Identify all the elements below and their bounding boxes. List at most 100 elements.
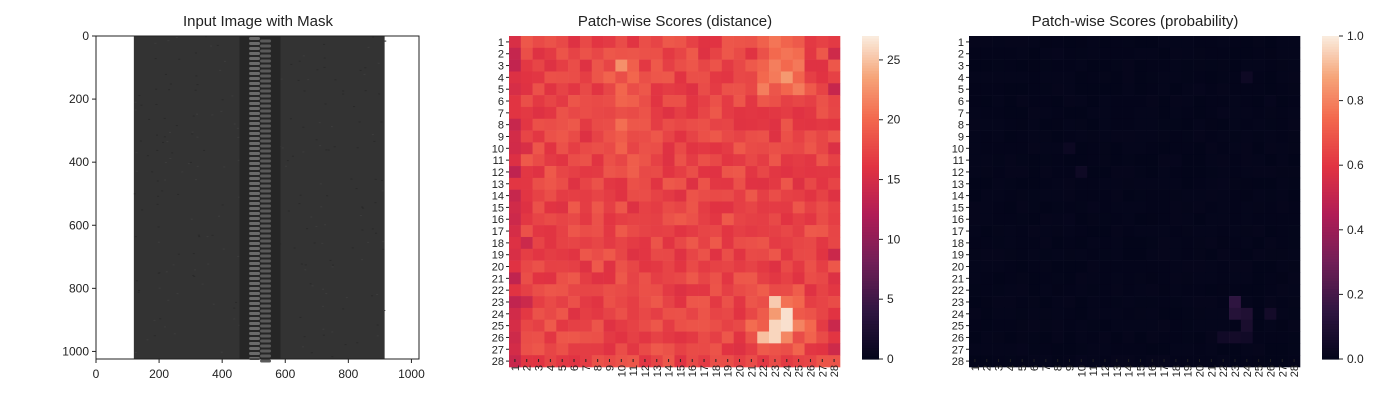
heatmap-cell [627,59,640,72]
heatmap-cell [591,130,604,143]
texture-speck [383,310,386,312]
heatmap-cell [1193,213,1206,226]
texture-speck [371,228,374,230]
heatmap-cell [1169,236,1183,250]
heatmap-cell [828,213,841,226]
heatmap-cell [579,154,593,167]
heatmap-cell [1205,130,1218,143]
colorbar-segment [1322,272,1339,277]
heatmap-cell [520,142,533,155]
heatmap-cell [969,272,982,285]
heatmap-cell [1240,225,1254,238]
texture-speck [190,218,193,220]
heatmap-cell [1110,36,1123,49]
x-tick-label: 15 [675,365,687,377]
y-tick-label: 3 [958,61,964,73]
heatmap-cell [1288,307,1301,321]
heatmap-cell [769,284,782,297]
heatmap-cell [1158,284,1171,297]
heatmap-cell [579,177,593,190]
heatmap-cell [1016,142,1029,155]
heatmap-cell [1134,296,1147,309]
heatmap-cell [757,59,770,72]
heatmap-cell [1087,260,1100,273]
heatmap-cell [603,248,616,261]
zipper-tooth [249,302,261,305]
heatmap-cell [745,236,758,250]
zipper-tooth [249,322,261,325]
colorbar-segment [1322,240,1339,244]
zipper-tooth [260,234,272,238]
texture-speck [302,346,305,348]
heatmap-cell [1169,154,1183,167]
heatmap-cell [1181,284,1194,297]
heatmap-cell [757,47,770,60]
heatmap-cell [828,166,841,179]
heatmap-cell [1087,331,1100,344]
heatmap-cell [828,142,841,155]
heatmap-cell [757,272,770,285]
heatmap-cell [639,118,652,131]
heatmap-cell [1205,189,1218,202]
heatmap-cell [568,201,581,214]
y-tick-label: 23 [492,297,504,309]
heatmap-cell [698,106,711,120]
texture-speck [155,88,158,90]
heatmap-cell [1004,201,1017,214]
colorbar-segment [862,329,879,333]
texture-speck [155,103,158,105]
heatmap-cell [1276,272,1289,285]
colorbar-segment [1322,356,1339,360]
heatmap-cell [1240,106,1254,120]
texture-speck [332,264,335,266]
heatmap-axes: 1234567891011121314151617181920212223242… [492,37,841,377]
heatmap-cell [1063,130,1076,143]
x-tick-label: 15 [1135,365,1147,377]
heatmap-cell [1169,36,1183,49]
heatmap-cell [1110,154,1123,167]
heatmap-cell [1063,319,1076,332]
zipper-tooth [249,192,261,195]
zipper-tooth [249,82,261,85]
heatmap-cell [1051,106,1064,120]
heatmap-cell [745,118,758,131]
heatmap-cell [969,284,982,297]
heatmap-cell [733,225,746,238]
heatmap-cell [568,142,581,155]
heatmap-cell [1205,154,1218,167]
heatmap-cell [1110,213,1123,226]
colorbar-segment [1322,267,1339,271]
texture-speck [171,152,174,154]
heatmap-cell [698,83,711,96]
colorbar-segment [862,95,879,99]
texture-speck [176,293,179,295]
texture-speck [381,179,384,181]
heatmap-cell [757,225,770,238]
heatmap-cell [1039,248,1053,261]
heatmap-cell [1051,260,1064,273]
heatmap-cell [1063,260,1076,273]
y-tick-label: 24 [492,309,504,321]
colorbar-segment [1322,229,1339,234]
colorbar-segment [1322,70,1339,75]
heatmap-cell [556,36,569,49]
heatmap-cell [650,213,663,226]
zipper-tooth [260,294,272,298]
zipper-tooth [249,212,261,215]
heatmap-cell [721,118,734,131]
heatmap-cell [1051,272,1064,285]
y-tick-label: 6 [958,96,964,108]
heatmap-cell [780,142,794,155]
heatmap-cell [1288,284,1301,297]
texture-speck [134,352,137,354]
heatmap-cell [1217,106,1230,120]
heatmap-cell [733,142,746,155]
heatmap-cell [1075,71,1088,84]
heatmap-cell [780,36,794,49]
heatmap-cell [627,130,640,143]
zipper-tooth [260,309,272,313]
x-tick-label: 11 [628,365,640,376]
colorbar-segment [1322,305,1339,309]
colorbar-segment [862,200,879,204]
colorbar-segment [862,68,879,72]
